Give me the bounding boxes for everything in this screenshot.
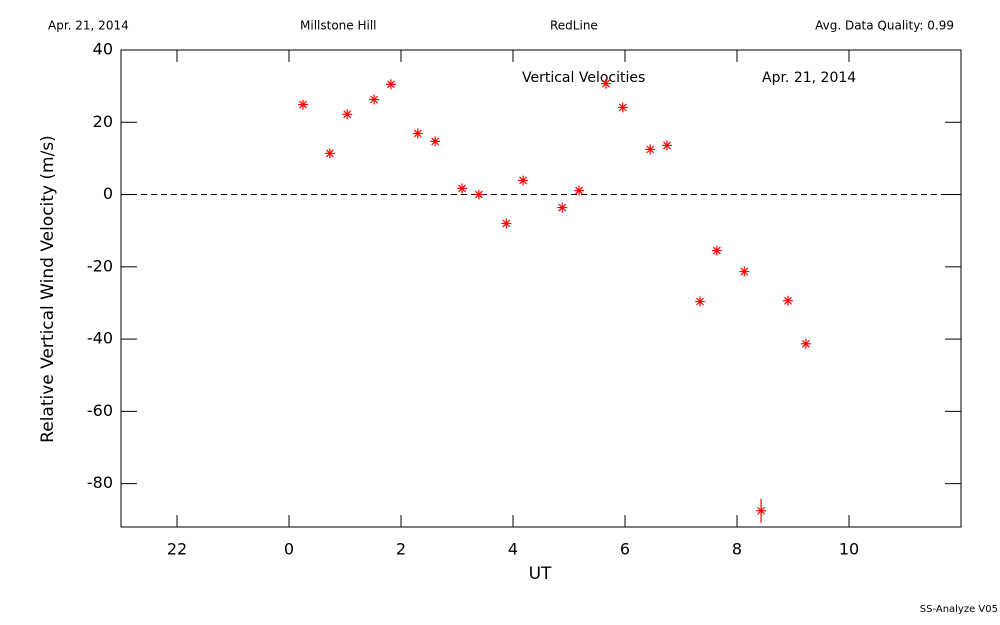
point bbox=[662, 140, 672, 151]
point bbox=[412, 128, 423, 139]
annotation: Apr. 21, 2014 bbox=[762, 70, 856, 86]
point bbox=[324, 148, 335, 159]
marker-stroke bbox=[712, 246, 721, 255]
x-tick-label: 6 bbox=[620, 540, 630, 559]
marker-stroke bbox=[801, 339, 810, 348]
plot-frame bbox=[120, 49, 962, 528]
point bbox=[645, 144, 656, 155]
marker-stroke bbox=[413, 129, 422, 138]
point bbox=[782, 295, 793, 306]
point bbox=[298, 99, 308, 110]
x-tick-label: 2 bbox=[396, 540, 406, 559]
point bbox=[617, 102, 628, 113]
marker-stroke bbox=[458, 184, 466, 193]
x-tick-label: 10 bbox=[839, 540, 859, 559]
point bbox=[800, 338, 811, 349]
marker-stroke bbox=[370, 95, 379, 104]
point bbox=[369, 94, 380, 105]
marker-stroke bbox=[602, 79, 610, 88]
y-tick-label: -60 bbox=[87, 401, 113, 420]
y-tick-label: -80 bbox=[87, 473, 113, 492]
marker-stroke bbox=[575, 186, 584, 195]
point bbox=[501, 218, 512, 229]
marker-stroke bbox=[299, 100, 307, 109]
marker-stroke bbox=[386, 80, 395, 89]
point bbox=[473, 189, 484, 200]
point bbox=[695, 296, 706, 307]
marker-stroke bbox=[431, 137, 440, 146]
point bbox=[457, 183, 468, 194]
marker-stroke bbox=[618, 103, 627, 112]
point bbox=[342, 109, 353, 120]
marker-stroke bbox=[663, 141, 671, 150]
x-tick-label: 0 bbox=[284, 540, 294, 559]
y-tick-label: 0 bbox=[103, 184, 113, 203]
point bbox=[711, 245, 722, 256]
marker-stroke bbox=[474, 190, 483, 199]
marker-stroke bbox=[696, 297, 704, 306]
point bbox=[518, 175, 529, 186]
y-tick-label: -40 bbox=[87, 329, 113, 348]
x-tick-label: 4 bbox=[508, 540, 518, 559]
x-tick-label: 22 bbox=[167, 540, 187, 559]
marker-stroke bbox=[646, 145, 655, 154]
marker-stroke bbox=[784, 296, 792, 305]
y-axis-label: Relative Vertical Wind Velocity (m/s) bbox=[38, 135, 58, 443]
marker-stroke bbox=[519, 176, 528, 185]
point bbox=[574, 185, 585, 196]
header-date: Apr. 21, 2014 bbox=[48, 19, 129, 33]
marker-stroke bbox=[558, 203, 567, 212]
footer: SS-Analyze V05 bbox=[920, 604, 998, 615]
point bbox=[600, 78, 611, 89]
y-tick-label: 20 bbox=[93, 112, 113, 131]
header-site: Millstone Hill bbox=[300, 19, 376, 33]
point bbox=[430, 136, 441, 147]
marker-stroke bbox=[325, 149, 334, 158]
y-tick-label: -20 bbox=[87, 256, 113, 275]
marker-stroke bbox=[343, 110, 352, 119]
point bbox=[557, 202, 568, 213]
x-tick-label: 8 bbox=[732, 540, 742, 559]
point bbox=[739, 266, 750, 277]
point bbox=[385, 79, 396, 90]
marker-stroke bbox=[740, 267, 749, 276]
marker-stroke bbox=[502, 219, 511, 228]
header-quality: Avg. Data Quality: 0.99 bbox=[815, 19, 954, 33]
x-axis-label: UT bbox=[529, 564, 552, 584]
y-tick-label: 40 bbox=[93, 40, 113, 59]
header-filter: RedLine bbox=[550, 19, 598, 33]
annotation: Vertical Velocities bbox=[522, 70, 645, 86]
